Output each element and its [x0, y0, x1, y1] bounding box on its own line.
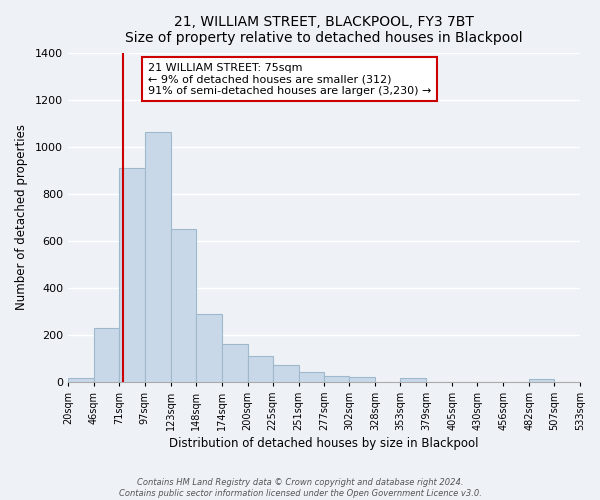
Bar — [529, 379, 554, 382]
X-axis label: Distribution of detached houses by size in Blackpool: Distribution of detached houses by size … — [169, 437, 479, 450]
Title: 21, WILLIAM STREET, BLACKPOOL, FY3 7BT
Size of property relative to detached hou: 21, WILLIAM STREET, BLACKPOOL, FY3 7BT S… — [125, 15, 523, 45]
Bar — [119, 168, 145, 382]
Bar — [400, 378, 426, 382]
Bar — [349, 377, 376, 382]
Y-axis label: Number of detached properties: Number of detached properties — [15, 124, 28, 310]
Bar — [272, 365, 299, 382]
Bar — [171, 229, 196, 382]
Bar — [248, 356, 272, 382]
Bar — [94, 328, 119, 382]
Bar — [299, 372, 325, 382]
Bar — [145, 132, 171, 382]
Bar — [68, 378, 94, 382]
Bar — [221, 344, 248, 382]
Text: 21 WILLIAM STREET: 75sqm
← 9% of detached houses are smaller (312)
91% of semi-d: 21 WILLIAM STREET: 75sqm ← 9% of detache… — [148, 62, 431, 96]
Bar — [196, 314, 221, 382]
Text: Contains HM Land Registry data © Crown copyright and database right 2024.
Contai: Contains HM Land Registry data © Crown c… — [119, 478, 481, 498]
Bar — [325, 376, 349, 382]
